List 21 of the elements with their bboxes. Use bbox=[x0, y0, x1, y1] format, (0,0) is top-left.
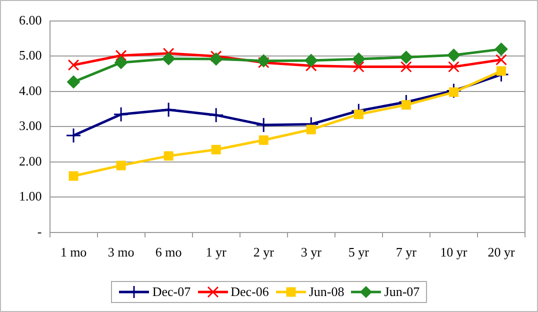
x-tick-label: 5 yr bbox=[348, 244, 370, 260]
legend-label: Dec-07 bbox=[152, 284, 191, 300]
x-tick-label: 2 yr bbox=[253, 244, 275, 260]
x-tick-label: 3 mo bbox=[108, 244, 134, 260]
x-tick-label: 3 yr bbox=[300, 244, 322, 260]
y-tick-label: 5.00 bbox=[19, 48, 42, 63]
y-tick-label: 4.00 bbox=[19, 82, 42, 98]
x-tick-label: 10 yr bbox=[440, 244, 468, 260]
legend-label: Jun-07 bbox=[384, 284, 420, 300]
x-tick-label: 6 mo bbox=[155, 244, 182, 260]
x-tick-label: 20 yr bbox=[488, 244, 516, 260]
y-tick-label: - bbox=[37, 224, 42, 239]
x-tick-label: 7 yr bbox=[396, 244, 418, 260]
y-tick-label: 3.00 bbox=[19, 118, 42, 134]
y-tick-label: 2.00 bbox=[19, 153, 42, 168]
legend-label: Jun-08 bbox=[308, 284, 344, 300]
x-tick-label: 1 mo bbox=[60, 244, 87, 260]
y-tick-label: 1.00 bbox=[19, 188, 42, 204]
y-tick-label: 6.00 bbox=[19, 12, 42, 28]
x-tick-label: 1 yr bbox=[206, 244, 228, 260]
legend-label: Dec-06 bbox=[230, 284, 269, 300]
